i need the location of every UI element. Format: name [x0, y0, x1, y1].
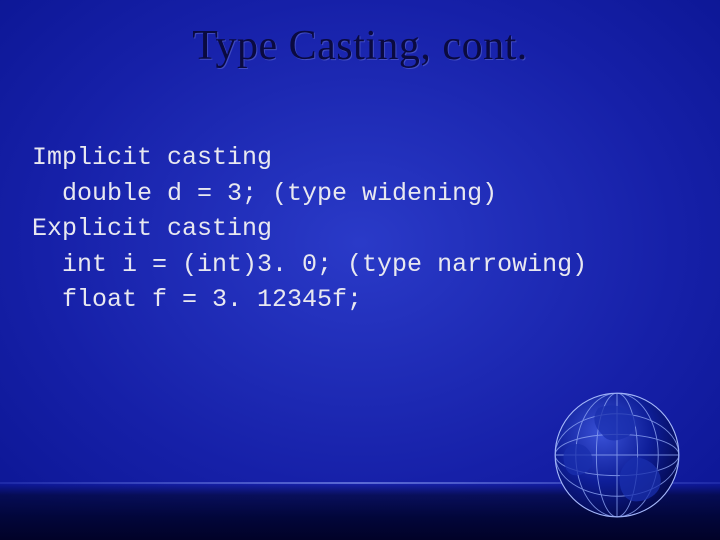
slide-body: Implicit casting double d = 3; (type wid… — [32, 140, 587, 318]
code-line: Implicit casting — [32, 143, 272, 172]
slide-title: Type Casting, cont. — [0, 22, 720, 70]
code-line: int i = (int)3. 0; (type narrowing) — [32, 250, 587, 279]
code-line: Explicit casting — [32, 214, 272, 243]
globe-icon — [542, 380, 692, 530]
code-line: float f = 3. 12345f; — [32, 285, 362, 314]
slide: Type Casting, cont. Implicit casting dou… — [0, 0, 720, 540]
code-line: double d = 3; (type widening) — [32, 179, 497, 208]
